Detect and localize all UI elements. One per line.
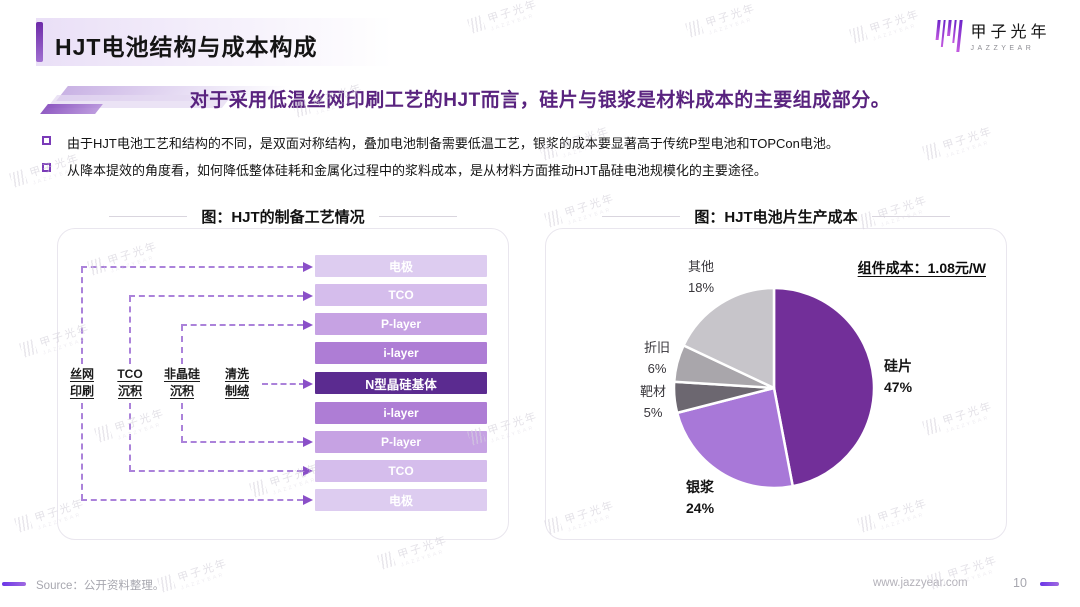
- pie-slice-silver-paste: [675, 386, 794, 490]
- arrow-right-icon: [303, 437, 313, 447]
- tally-bars-icon: [848, 24, 868, 44]
- bullet-text: 从降本提效的角度看，如何降低整体硅耗和金属化过程中的浆料成本，是从材料方面推动H…: [67, 163, 767, 178]
- watermark: 甲子光年 JAZZYEAR: [466, 0, 541, 39]
- pie-label-silicon-wafer: 硅片 47%: [884, 358, 913, 395]
- tally-bars-icon: [18, 338, 38, 358]
- cost-chart-title: 图：HJT电池片生产成本: [545, 206, 1007, 227]
- tally-bars-icon: [13, 513, 33, 533]
- arrow-right-icon: [303, 466, 313, 476]
- connector-line: [181, 403, 183, 442]
- footer-accent-dash: [2, 582, 26, 586]
- pie-label-target-material: 靶材 5%: [639, 384, 666, 420]
- brand-logo: 甲子光年 JAZZYEAR: [934, 18, 1051, 52]
- watermark: 甲子光年 JAZZYEAR: [156, 554, 231, 597]
- arrow-right-icon: [303, 262, 313, 272]
- connector-line: [262, 383, 305, 385]
- square-bullet-icon: [42, 136, 51, 145]
- square-bullet-icon: [42, 163, 51, 172]
- logo-text-en: JAZZYEAR: [970, 45, 1035, 52]
- process-step-amorphous-si-deposition: 非晶硅 沉积: [163, 367, 200, 398]
- logo-text-cn: 甲子光年: [970, 24, 1051, 41]
- layer-p-top: P-layer: [315, 313, 487, 335]
- layer-n-type-base: N型晶硅基体: [315, 372, 487, 394]
- cost-pie-svg: [672, 286, 876, 490]
- pie-slice-silicon-wafer: [772, 286, 876, 488]
- connector-line: [81, 267, 83, 364]
- process-step-cleaning-texturing: 清洗 制绒: [224, 367, 249, 398]
- layer-p-bottom: P-layer: [315, 431, 487, 453]
- footer-accent-dash: [1040, 582, 1059, 586]
- watermark: 甲子光年 JAZZYEAR: [684, 0, 759, 43]
- watermark: 甲子光年 JAZZYEAR: [848, 5, 923, 48]
- connector-line: [181, 325, 183, 364]
- connector-line: [129, 403, 131, 471]
- tally-bars-icon: [376, 550, 396, 570]
- pie-label-other: 其他 18%: [688, 259, 715, 295]
- key-message-banner: 对于采用低温丝网印刷工艺的HJT而言，硅片与银浆是材料成本的主要组成部分。: [189, 90, 891, 111]
- pie-slice-other: [682, 286, 776, 390]
- tally-bars-icon: [684, 18, 704, 38]
- bullet-item: 从降本提效的角度看，如何降低整体硅耗和金属化过程中的浆料成本，是从材料方面推动H…: [42, 160, 1027, 179]
- layer-tco-top: TCO: [315, 284, 487, 306]
- connector-line: [81, 403, 83, 500]
- tally-bars-icon: [8, 168, 28, 188]
- connector-line: [181, 324, 303, 326]
- layer-electrode-top: 电极: [315, 255, 487, 277]
- process-step-screen-printing: 丝网 印刷: [69, 367, 94, 398]
- arrow-right-icon: [303, 291, 313, 301]
- page-title: HJT电池结构与成本构成: [55, 34, 318, 60]
- connector-line: [129, 470, 303, 472]
- cost-pie-chart: [669, 283, 879, 493]
- arrow-right-icon: [303, 495, 313, 505]
- connector-line: [81, 499, 303, 501]
- pie-label-depreciation: 折旧 6%: [643, 340, 670, 376]
- source-note: Source：公开资料整理。: [36, 580, 165, 592]
- tally-bars-icon: [466, 14, 486, 34]
- title-accent-bar: [36, 22, 43, 62]
- page-number: 10: [1013, 576, 1027, 590]
- layer-i-bottom: i-layer: [315, 402, 487, 424]
- arrow-right-icon: [303, 320, 313, 330]
- process-chart-title: 图：HJT的制备工艺情况: [57, 206, 509, 227]
- connector-line: [81, 266, 303, 268]
- connector-line: [129, 295, 303, 297]
- layer-i-top: i-layer: [315, 342, 487, 364]
- layer-electrode-bottom: 电极: [315, 489, 487, 511]
- logo-tally-bars-icon: [934, 20, 963, 52]
- pie-label-silver-paste: 银浆 24%: [686, 479, 715, 516]
- bullet-text: 由于HJT电池工艺和结构的不同，是双面对称结构，叠加电池制备需要低温工艺，银浆的…: [67, 136, 839, 151]
- arrow-right-icon: [303, 379, 313, 389]
- process-step-tco-deposition: TCO 沉积: [117, 367, 143, 398]
- title-backdrop: [36, 18, 456, 66]
- website-link: www.jazzyear.com: [873, 577, 968, 589]
- connector-line: [181, 441, 303, 443]
- connector-line: [129, 296, 131, 364]
- layer-tco-bottom: TCO: [315, 460, 487, 482]
- bullet-item: 由于HJT电池工艺和结构的不同，是双面对称结构，叠加电池制备需要低温工艺，银浆的…: [42, 133, 1027, 152]
- module-cost-annotation: 组件成本：1.08元/W: [857, 260, 986, 276]
